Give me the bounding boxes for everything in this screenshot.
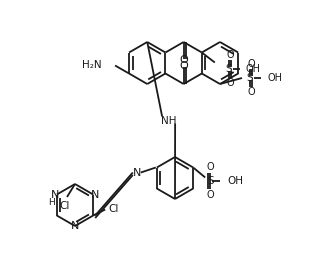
Text: O: O (179, 55, 188, 65)
Text: OH: OH (267, 73, 282, 83)
Text: O: O (247, 59, 255, 69)
Text: N: N (51, 190, 59, 199)
Text: N: N (71, 221, 79, 231)
Text: OH: OH (246, 64, 261, 73)
Text: O: O (206, 161, 214, 172)
Text: Cl: Cl (108, 204, 118, 213)
Text: Cl: Cl (60, 201, 70, 211)
Text: O: O (179, 61, 188, 71)
Text: N: N (133, 167, 141, 178)
Text: S: S (207, 176, 214, 185)
Text: S: S (247, 73, 253, 83)
Text: O: O (247, 87, 255, 97)
Text: S: S (225, 64, 232, 73)
Text: O: O (226, 78, 234, 87)
Text: N: N (91, 190, 100, 199)
Text: H₂N: H₂N (82, 61, 102, 70)
Text: OH: OH (227, 176, 243, 185)
Text: H: H (48, 198, 55, 207)
Text: O: O (206, 190, 214, 199)
Text: NH: NH (161, 116, 177, 125)
Text: O: O (226, 50, 234, 59)
